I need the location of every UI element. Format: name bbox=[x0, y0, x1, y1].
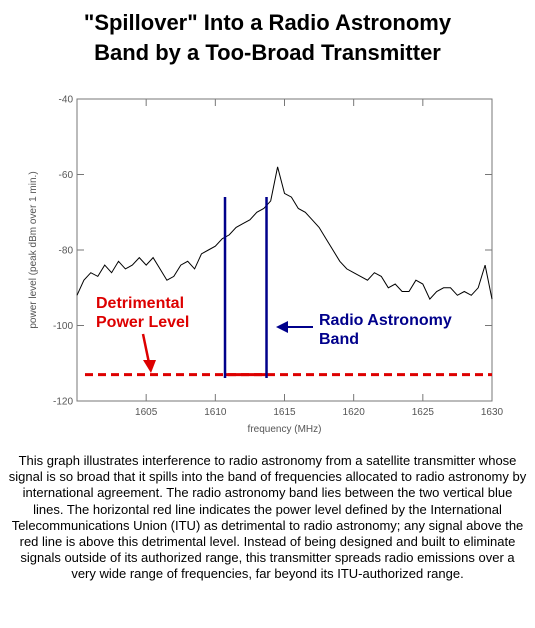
annotation-text: Power Level bbox=[96, 314, 189, 331]
arrow-head bbox=[143, 360, 156, 373]
y-tick-label: -120 bbox=[53, 397, 73, 408]
y-axis-label: power level (peak dBm over 1 min.) bbox=[28, 171, 39, 328]
title-line: "Spillover" Into a Radio Astronomy bbox=[83, 10, 452, 35]
y-tick-label: -80 bbox=[59, 246, 74, 257]
plot-frame bbox=[76, 98, 493, 402]
x-tick-label: 1625 bbox=[412, 407, 435, 418]
x-tick-label: 1630 bbox=[481, 407, 504, 418]
chart: -120 -100 -80 -60 -40 1605 1610 1615 1620 1625 163… bbox=[28, 95, 504, 436]
y-tick-label: -100 bbox=[53, 321, 73, 332]
x-axis-label: frequency (MHz) bbox=[248, 424, 322, 435]
title-line: Band by a Too-Broad Transmitter bbox=[94, 40, 441, 65]
y-tick-label: -60 bbox=[59, 170, 74, 181]
caption: This graph illustrates interference to r… bbox=[8, 453, 527, 582]
x-tick-label: 1605 bbox=[135, 407, 158, 418]
x-tick-label: 1620 bbox=[343, 407, 366, 418]
annotation-text: Detrimental bbox=[96, 295, 184, 312]
y-tick-label: -40 bbox=[59, 95, 74, 106]
spectrum-line bbox=[76, 166, 493, 300]
chart-title: "Spillover" Into a Radio Astronomy Band … bbox=[0, 8, 535, 68]
x-tick-label: 1615 bbox=[273, 407, 296, 418]
annotation-text: Band bbox=[319, 331, 359, 348]
annotation-text: Radio Astronomy bbox=[319, 312, 452, 329]
arrow bbox=[141, 333, 151, 364]
x-tick-label: 1610 bbox=[204, 407, 227, 418]
arrow-head bbox=[276, 321, 288, 333]
